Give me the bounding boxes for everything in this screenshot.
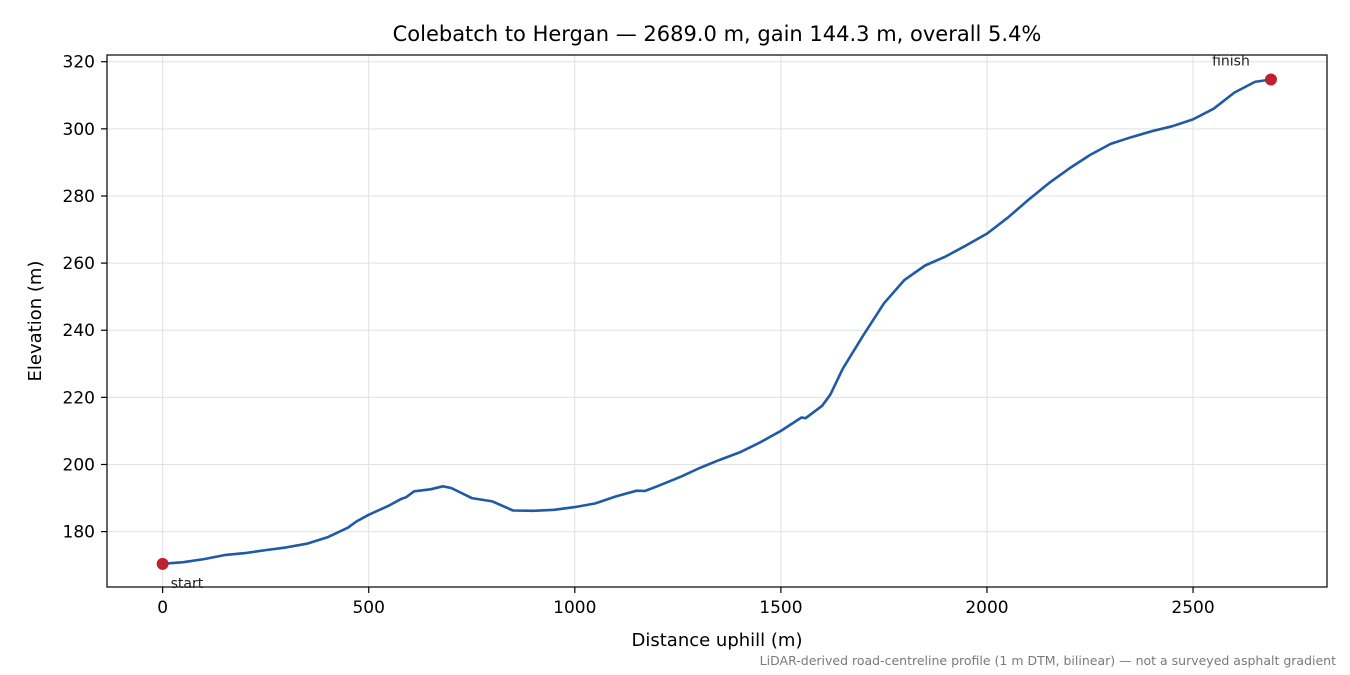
x-tick-label: 1500 [759,598,802,618]
y-tick-label: 300 [63,120,95,140]
start-label: start [171,576,204,592]
y-tick-label: 260 [63,254,95,274]
x-tick-label: 1000 [553,598,596,618]
chart-title: Colebatch to Hergan — 2689.0 m, gain 144… [393,22,1042,46]
plot-frame [106,54,1328,588]
axis-ticks: 0 500 1000 1500 2000 2500 180 200 220 240 260 280 30… [63,53,1215,618]
y-tick-label: 240 [63,321,95,341]
x-tick-label: 2000 [965,598,1008,618]
finish-label: finish [1212,54,1250,70]
start-marker [156,557,169,570]
y-tick-label: 280 [63,187,95,207]
finish-marker [1264,73,1277,86]
y-tick-label: 320 [63,53,95,73]
y-tick-label: 220 [63,388,95,408]
y-axis-label: Elevation (m) [25,261,46,382]
x-tick-label: 0 [157,598,168,618]
chart-caption: LiDAR-derived road-centreline profile (1… [760,653,1336,668]
x-tick-label: 500 [352,598,384,618]
y-tick-label: 180 [63,523,95,543]
y-tick-label: 200 [63,455,95,475]
elevation-line [162,78,1272,566]
x-axis-label: Distance uphill (m) [632,630,803,651]
x-tick-label: 2500 [1171,598,1214,618]
grid [107,55,1327,587]
